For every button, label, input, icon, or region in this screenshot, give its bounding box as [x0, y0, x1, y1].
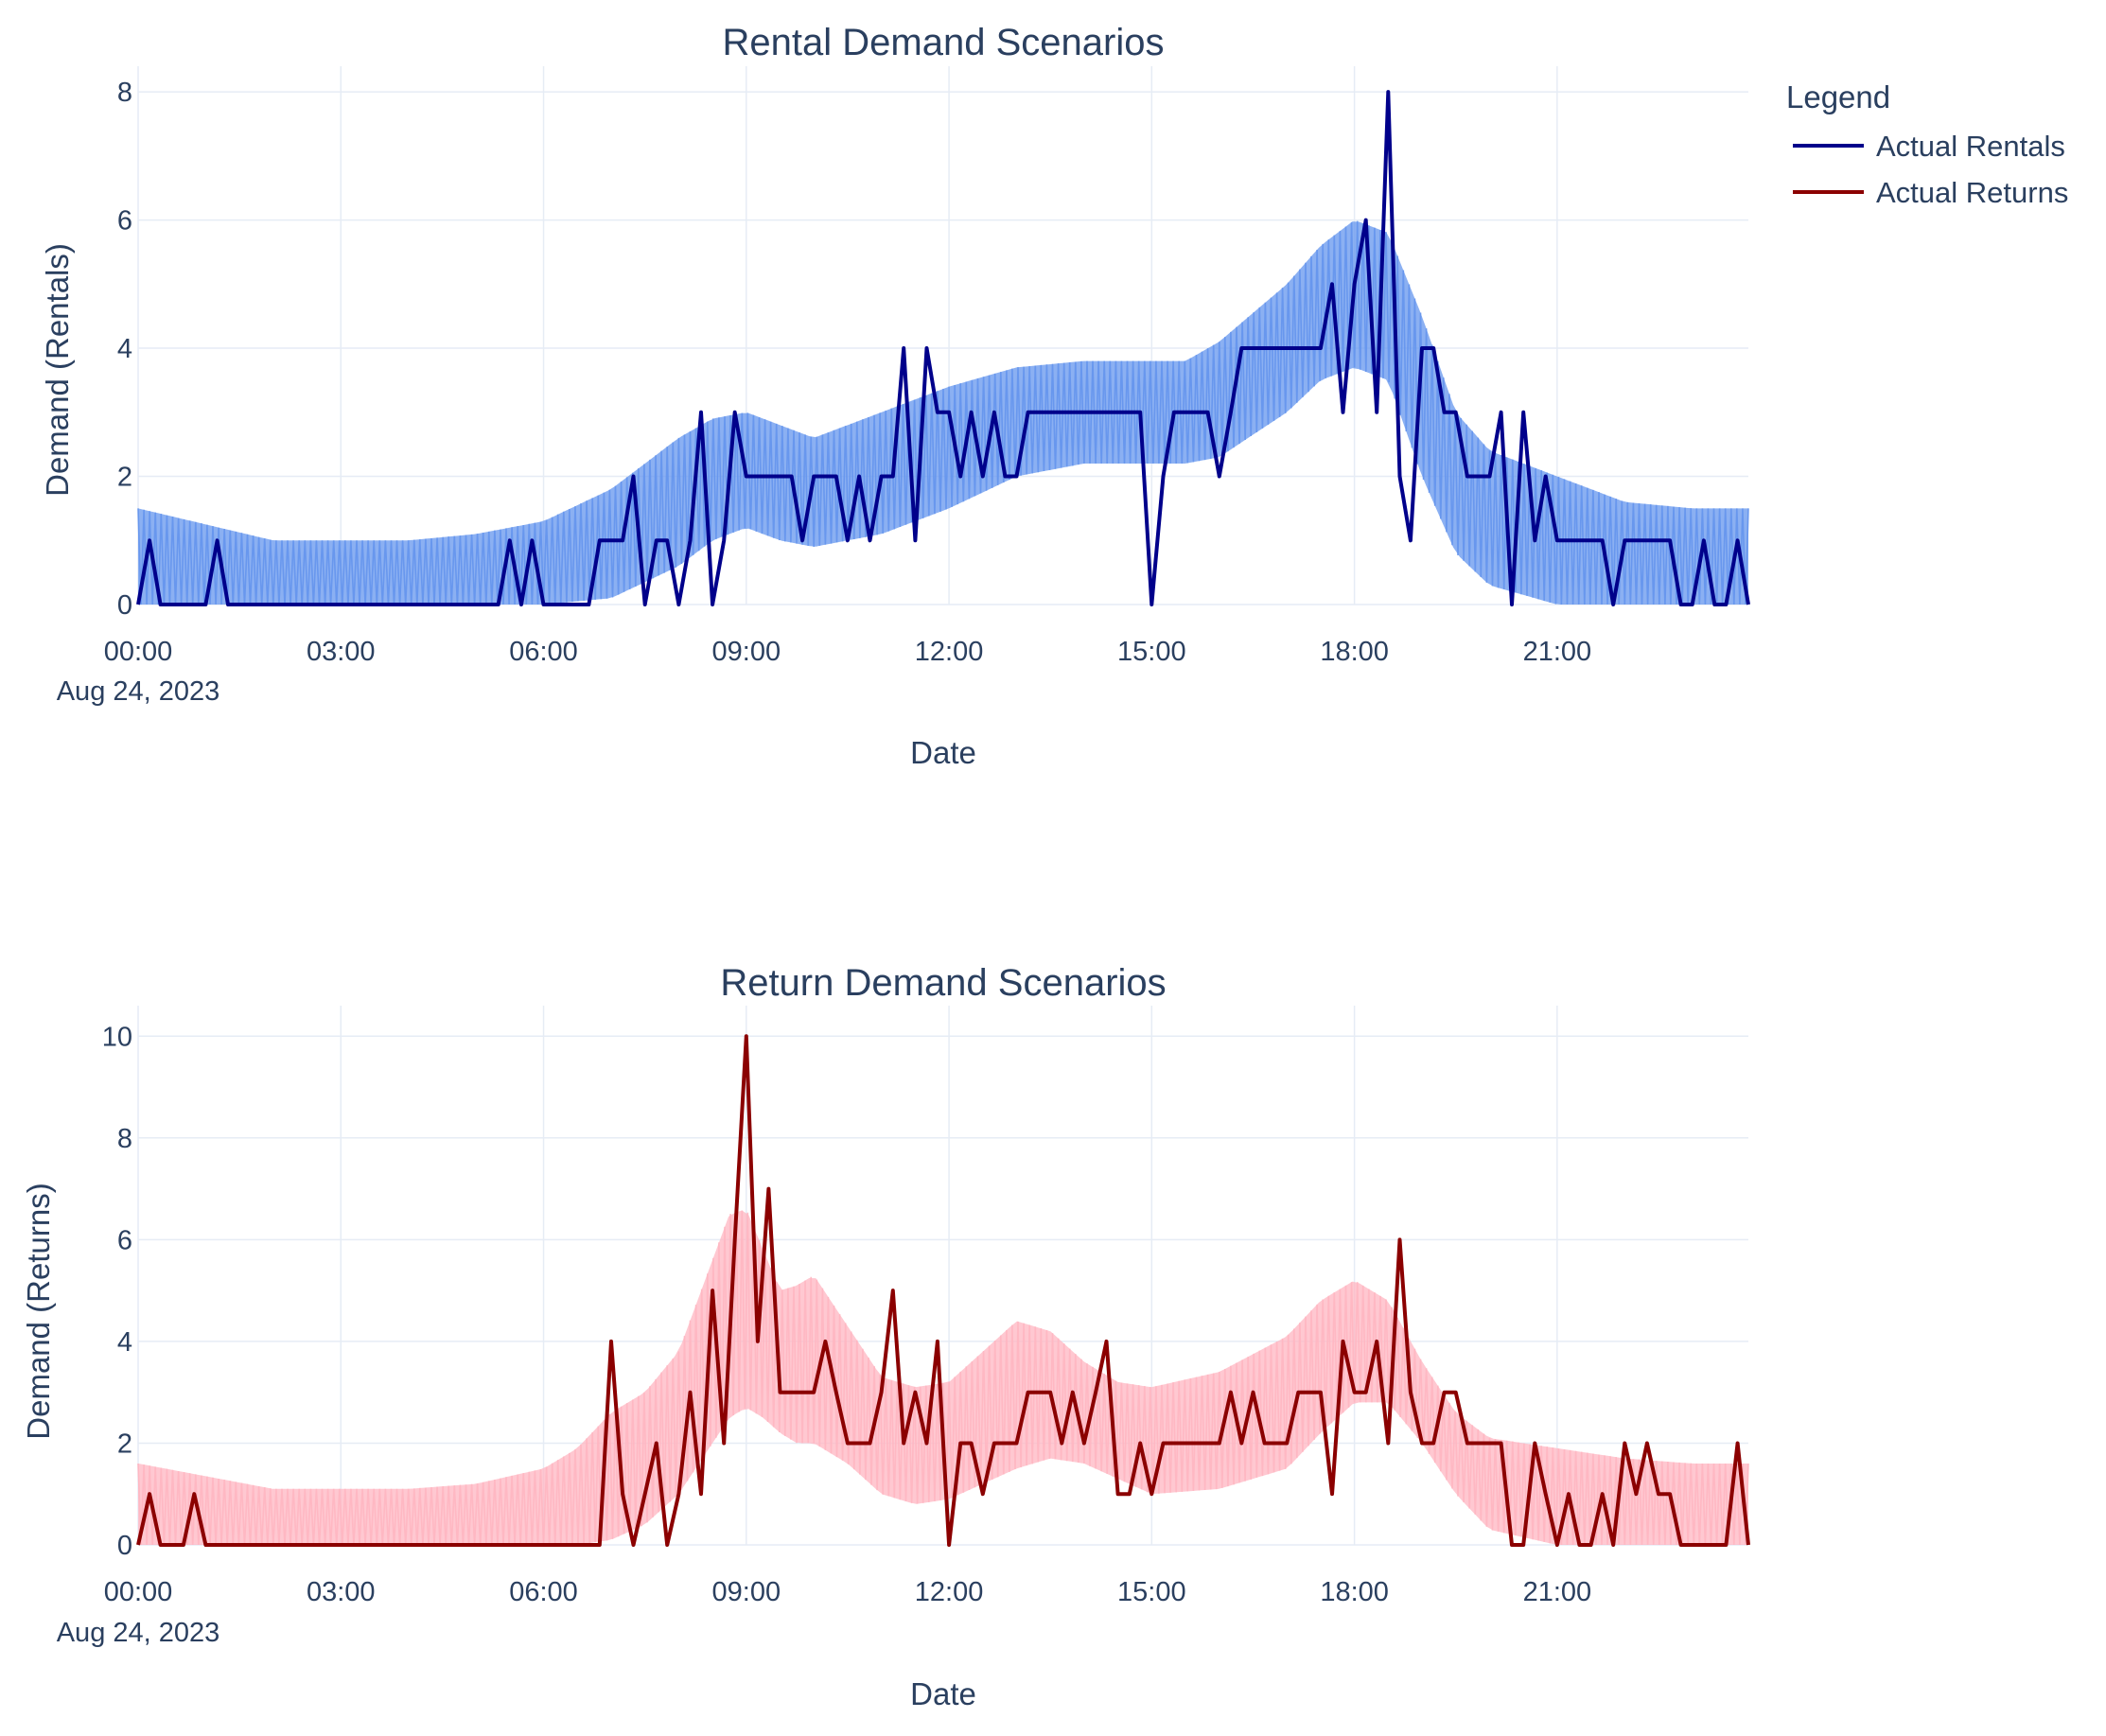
rental-x-tick-label: 18:00 [1320, 637, 1389, 667]
rental-y-tick-label: 0 [117, 590, 132, 621]
rental-date-label: Aug 24, 2023 [57, 676, 220, 707]
return-y-tick-label: 2 [117, 1429, 132, 1459]
rental-y-tick-label: 8 [117, 78, 132, 108]
rental-x-tick-label: 12:00 [915, 637, 984, 667]
legend-label-rentals: Actual Rentals [1876, 130, 2065, 163]
legend-item-actual-rentals[interactable]: Actual Rentals [1793, 130, 2065, 163]
return-y-tick-label: 6 [117, 1225, 132, 1255]
return-scenario-traces [137, 1210, 1749, 1546]
return-y-tick-label: 0 [117, 1531, 132, 1561]
rental-x-tick-label: 03:00 [307, 637, 376, 667]
legend: Legend Actual Rentals Actual Returns [1786, 79, 2068, 209]
return-y-tick-label: 4 [117, 1327, 132, 1358]
legend-title: Legend [1786, 79, 1890, 114]
return-x-ticks: 00:00 03:00 06:00 09:00 12:00 15:00 18:00 21:00 [104, 1577, 1591, 1607]
rental-y-tick-label: 2 [117, 463, 132, 493]
return-chart: Return Demand Scenarios 00:00 03:00 06:00 0… [21, 962, 1750, 1711]
rental-actual-line[interactable] [136, 90, 1750, 606]
rental-chart-title: Rental Demand Scenarios [723, 22, 1165, 63]
return-y-tick-label: 8 [117, 1124, 132, 1154]
return-x-tick-label: 12:00 [915, 1577, 984, 1607]
return-x-tick-label: 00:00 [104, 1577, 173, 1607]
rental-y-axis-title: Demand (Rentals) [40, 243, 75, 497]
rental-x-tick-label: 21:00 [1523, 637, 1592, 667]
rental-series-lines [136, 90, 1750, 606]
rental-x-tick-label: 00:00 [104, 637, 173, 667]
return-y-tick-label: 10 [102, 1022, 132, 1052]
rental-x-tick-label: 15:00 [1117, 637, 1186, 667]
return-scenario-band [137, 1210, 1749, 1546]
return-x-tick-label: 06:00 [509, 1577, 578, 1607]
rental-y-tick-label: 4 [117, 334, 132, 364]
rental-y-tick-label: 6 [117, 206, 132, 237]
return-date-label: Aug 24, 2023 [57, 1618, 220, 1648]
rental-x-tick-label: 09:00 [712, 637, 781, 667]
legend-label-returns: Actual Returns [1876, 176, 2068, 209]
return-x-tick-label: 15:00 [1117, 1577, 1186, 1607]
rental-y-ticks: 0 2 4 6 8 [117, 78, 132, 621]
rental-chart: Rental Demand Scenarios 00:00 03:00 06:00 0… [40, 22, 1750, 770]
return-x-tick-label: 18:00 [1320, 1577, 1389, 1607]
return-actual-line[interactable] [136, 1034, 1750, 1547]
return-series-lines [136, 1034, 1750, 1547]
return-x-tick-label: 21:00 [1523, 1577, 1592, 1607]
return-y-axis-title: Demand (Returns) [21, 1183, 56, 1439]
rental-x-axis-title: Date [910, 735, 976, 770]
return-x-tick-label: 03:00 [307, 1577, 376, 1607]
legend-item-actual-returns[interactable]: Actual Returns [1793, 176, 2068, 209]
rental-scenario-traces [137, 220, 1749, 605]
return-y-ticks: 0 2 4 6 8 10 [102, 1022, 132, 1561]
return-chart-title: Return Demand Scenarios [720, 962, 1166, 1004]
return-x-tick-label: 09:00 [712, 1577, 781, 1607]
rental-x-tick-label: 06:00 [509, 637, 578, 667]
rental-x-ticks: 00:00 03:00 06:00 09:00 12:00 15:00 18:00 21:00 [104, 637, 1591, 667]
return-x-axis-title: Date [910, 1676, 976, 1711]
